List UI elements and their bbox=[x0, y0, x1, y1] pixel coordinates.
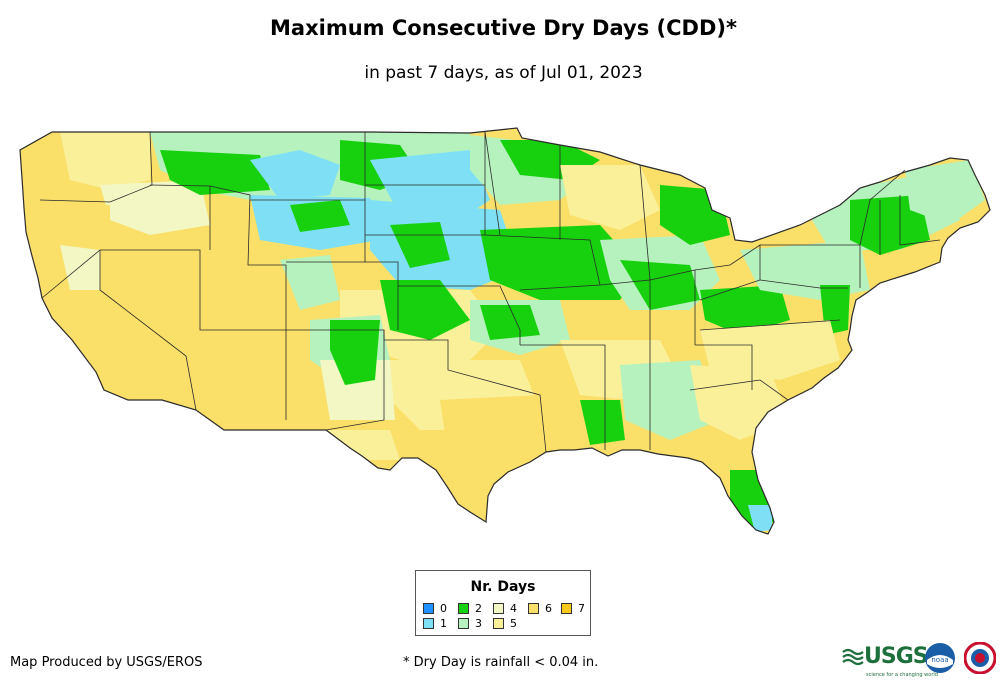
legend-label-4: 4 bbox=[510, 602, 517, 615]
legend-label-0: 0 bbox=[440, 602, 447, 615]
legend-swatch-5 bbox=[493, 618, 504, 629]
legend-label-6: 6 bbox=[545, 602, 552, 615]
legend-swatch-2 bbox=[458, 603, 469, 614]
legend-title: Nr. Days bbox=[470, 579, 536, 595]
usgs-logo: USGS bbox=[864, 644, 929, 669]
noaa-logo: noaa bbox=[925, 643, 955, 673]
legend-swatch-3 bbox=[458, 618, 469, 629]
legend-swatch-6 bbox=[528, 603, 539, 614]
nws-logo bbox=[964, 642, 996, 674]
legend-label-1: 1 bbox=[440, 617, 447, 630]
legend-label-7: 7 bbox=[578, 602, 585, 615]
dry-day-footnote: * Dry Day is rainfall < 0.04 in. bbox=[403, 655, 599, 670]
producer-credit: Map Produced by USGS/EROS bbox=[10, 655, 203, 670]
usgs-tagline: science for a changing world bbox=[866, 672, 938, 678]
legend-label-3: 3 bbox=[475, 617, 482, 630]
legend-swatch-7 bbox=[561, 603, 572, 614]
us-dry-days-map bbox=[19, 127, 991, 535]
legend: Nr. Days 0 1 2 3 4 5 6 7 bbox=[415, 570, 591, 636]
legend-label-5: 5 bbox=[510, 617, 517, 630]
legend-label-2: 2 bbox=[475, 602, 482, 615]
legend-swatch-0 bbox=[423, 603, 434, 614]
map-subtitle: in past 7 days, as of Jul 01, 2023 bbox=[364, 63, 643, 83]
noaa-text: noaa bbox=[931, 656, 948, 664]
legend-swatch-1 bbox=[423, 618, 434, 629]
map-title: Maximum Consecutive Dry Days (CDD)* bbox=[270, 16, 737, 40]
legend-swatch-4 bbox=[493, 603, 504, 614]
usgs-wave-icon bbox=[842, 648, 864, 666]
